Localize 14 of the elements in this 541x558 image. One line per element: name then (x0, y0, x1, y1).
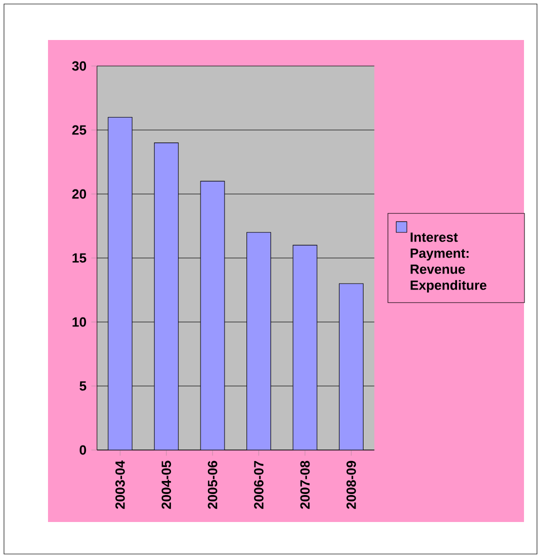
x-tick-label: 2003-04 (115, 460, 125, 509)
x-tick-label: 2004-05 (162, 460, 172, 509)
y-tick-label: 20 (72, 189, 86, 199)
y-tick-label: 15 (72, 253, 86, 263)
y-tick-label: 25 (72, 125, 86, 135)
legend-label: Interest Payment: Revenue Expenditure (410, 232, 486, 293)
y-tick-label: 30 (72, 61, 86, 71)
x-tick-label: 2007-08 (300, 460, 310, 509)
x-tick-label: 2005-06 (208, 460, 218, 509)
y-tick-label: 10 (72, 317, 86, 327)
x-tick-label: 2006-07 (254, 460, 264, 509)
x-tick-label: 2008-09 (346, 460, 356, 509)
y-tick-label: 5 (80, 381, 86, 391)
y-tick-label: 0 (80, 445, 86, 455)
